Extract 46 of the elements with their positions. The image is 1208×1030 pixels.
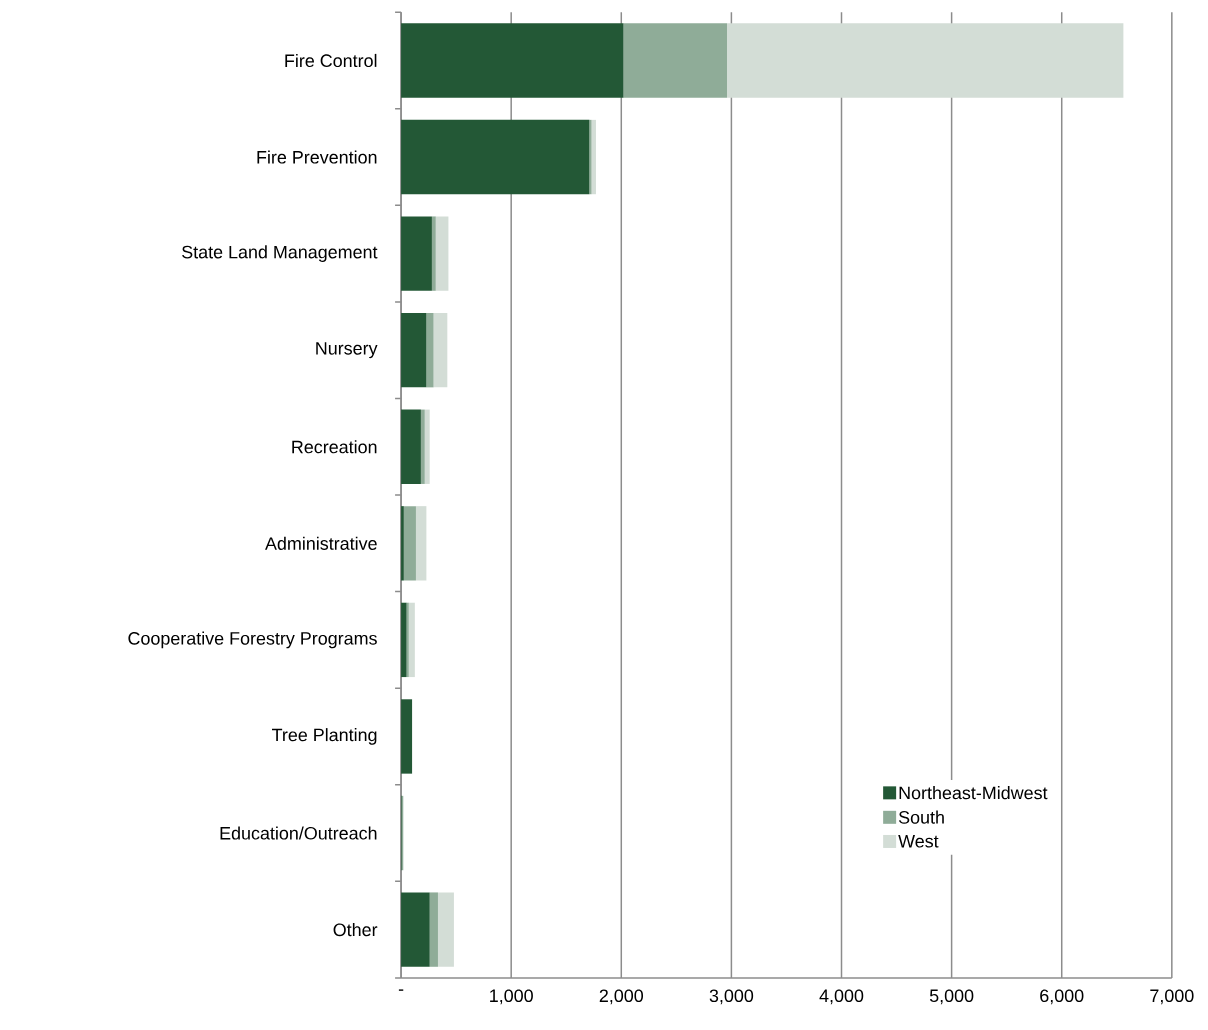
bar xyxy=(401,23,624,98)
y-tick-label: Other xyxy=(333,922,378,937)
y-tick-label: Fire Control xyxy=(285,53,377,68)
bar xyxy=(726,23,1124,98)
x-tick-label: 5,000 xyxy=(929,989,974,1005)
bar xyxy=(429,892,438,967)
y-tick-label: Education/Outreach xyxy=(220,826,377,840)
y-tick-label: Fire Prevention xyxy=(257,150,377,164)
bar xyxy=(589,119,592,195)
y-tick-label: Cooperative Forestry Programs xyxy=(128,631,377,649)
bar xyxy=(426,312,434,388)
x-tick-label: - xyxy=(398,989,404,991)
x-tick-label: 4,000 xyxy=(819,989,864,1005)
bar xyxy=(437,892,454,967)
bar xyxy=(403,506,416,581)
bar xyxy=(415,506,427,581)
x-tick-label: 6,000 xyxy=(1040,989,1084,1005)
bar xyxy=(591,119,596,195)
x-tick-label: 2,000 xyxy=(599,989,644,1005)
bar xyxy=(401,602,407,678)
legend-label: South xyxy=(898,810,944,824)
bar xyxy=(424,409,430,484)
bar xyxy=(401,506,404,581)
y-tick-label: Tree Planting xyxy=(272,728,377,745)
bar xyxy=(435,216,449,291)
x-tick-label: 1,000 xyxy=(490,989,533,1005)
legend-label: Northeast-Midwest xyxy=(899,786,1048,800)
legend-label: West xyxy=(898,835,939,848)
y-tick-label: Recreation xyxy=(292,440,377,454)
bar xyxy=(401,119,590,195)
y-tick-label: State Land Management xyxy=(182,245,378,262)
x-tick-label: 7,000 xyxy=(1150,989,1194,1005)
x-tick-label: 3,000 xyxy=(709,989,754,1005)
bar xyxy=(401,892,430,967)
bar xyxy=(406,602,409,678)
bar xyxy=(401,312,427,388)
bar xyxy=(401,216,432,291)
y-tick-label: Nursery xyxy=(316,342,378,359)
bar xyxy=(431,216,436,291)
bar xyxy=(623,23,727,98)
bar xyxy=(433,312,448,388)
bar xyxy=(401,699,413,774)
y-tick-label: Administrative xyxy=(265,536,377,550)
bar xyxy=(420,409,425,484)
bar xyxy=(401,409,421,484)
bar xyxy=(408,602,415,678)
